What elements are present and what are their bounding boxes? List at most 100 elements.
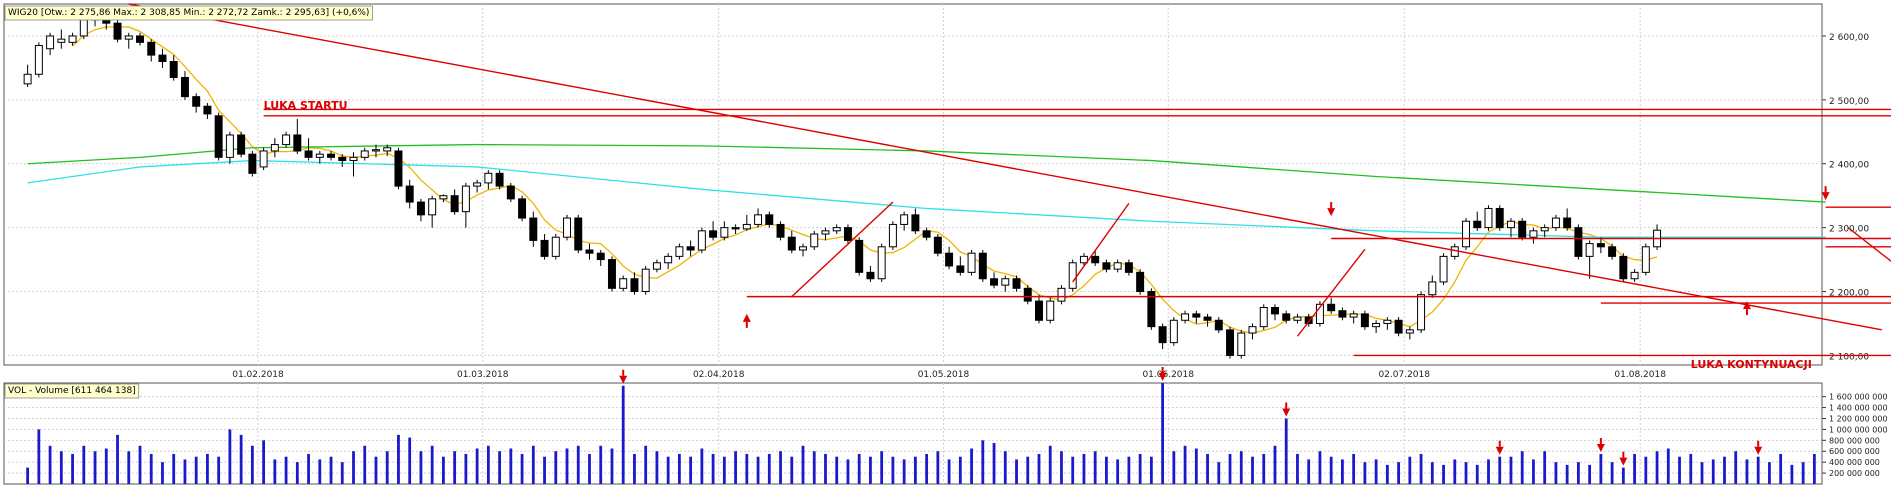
candle — [731, 224, 740, 235]
date-tick-label: 01.05.2018 — [918, 370, 970, 380]
candle-body — [1248, 326, 1257, 334]
candle-body — [1529, 230, 1538, 238]
volume-bar — [1790, 464, 1794, 484]
candle-body — [574, 217, 583, 251]
candle — [1596, 237, 1605, 254]
volume-bar — [1588, 464, 1592, 484]
candle-body — [136, 35, 144, 43]
candle — [563, 214, 572, 241]
candle-body — [1574, 227, 1583, 257]
candle — [214, 112, 223, 161]
candle-body — [551, 236, 560, 257]
candle-body — [147, 41, 156, 56]
price-tick-label: 2 300,00 — [1829, 225, 1869, 235]
annotation-label: LUKA STARTU — [264, 99, 348, 112]
volume-bar — [1475, 464, 1479, 484]
volume-bar — [1644, 456, 1648, 484]
candles — [23, 7, 1662, 359]
volume-bar — [565, 448, 569, 484]
candle — [57, 29, 66, 49]
candle — [461, 182, 470, 228]
volume-bar — [1127, 456, 1131, 484]
volume-bar — [790, 456, 794, 484]
down-arrow-icon — [1327, 208, 1336, 217]
candle-body — [956, 265, 965, 273]
candle — [832, 224, 841, 235]
volume-bar — [1329, 456, 1333, 484]
volume-bar — [1464, 462, 1468, 484]
volume-bar — [891, 456, 895, 484]
instrument-label-text: WIG20 [Otw.: 2 275,86 Max.: 2 308,85 Min… — [8, 8, 369, 18]
candle — [1439, 253, 1448, 286]
annotation-line — [1072, 202, 1130, 283]
candle-body — [371, 149, 380, 152]
candle-body — [293, 134, 302, 152]
volume-bar — [1138, 453, 1142, 484]
candle — [1383, 317, 1392, 330]
volume-bar — [857, 453, 861, 484]
candle-body — [990, 278, 999, 286]
candle-body — [1270, 306, 1279, 315]
candle — [46, 32, 55, 56]
volume-bar — [352, 451, 355, 484]
candle-body — [1147, 291, 1156, 328]
volume-bar — [779, 451, 782, 484]
candle-body — [169, 61, 178, 78]
candle — [1473, 211, 1482, 231]
candle-body — [225, 134, 234, 158]
volume-title: VOL - Volume [611 464 138] — [4, 383, 140, 399]
volume-bar — [531, 445, 535, 484]
candle-body — [1551, 217, 1560, 229]
candle — [799, 243, 807, 257]
candle — [1035, 294, 1043, 324]
volume-bar — [1565, 464, 1569, 484]
candle-body — [68, 35, 77, 43]
annotations: LUKA STARTU LUKA KONTYNUACJI — [128, 3, 1891, 371]
candle-body — [1585, 243, 1594, 257]
volume-bar — [104, 448, 108, 484]
volume-bar — [1183, 445, 1187, 484]
candle — [34, 42, 43, 78]
volume-bar — [385, 451, 389, 484]
volume-bar — [1779, 453, 1783, 484]
candle-body — [697, 230, 706, 251]
candle — [607, 256, 616, 292]
candle — [978, 249, 987, 282]
volume-bar — [475, 448, 479, 484]
candle — [1282, 310, 1291, 324]
volume-bar — [1442, 464, 1445, 484]
volume-bar — [464, 453, 468, 484]
candle — [237, 131, 246, 158]
up-arrow-icon — [742, 313, 751, 322]
candle-body — [473, 182, 482, 187]
candle — [405, 179, 414, 209]
candle — [327, 150, 336, 161]
volume-bar — [1296, 453, 1299, 484]
candle-body — [518, 198, 527, 219]
candle-body — [46, 35, 55, 50]
candle — [1259, 304, 1268, 330]
volume-bar — [71, 453, 74, 484]
candle — [1641, 243, 1650, 276]
candle — [1147, 288, 1156, 330]
candle — [113, 16, 122, 43]
volume-down-arrow-icon — [1495, 446, 1504, 455]
volume-bar — [1105, 456, 1108, 484]
candle — [585, 243, 594, 260]
candle-body — [1293, 316, 1302, 321]
candle-body — [1057, 287, 1066, 302]
volume-bar — [228, 429, 232, 484]
volume-bar — [318, 459, 322, 484]
candle-body — [821, 230, 830, 235]
volume-tick-label: 1 400 000 000 — [1829, 404, 1888, 413]
volume-bar — [1217, 462, 1221, 484]
candle — [439, 194, 448, 203]
candle-body — [1372, 322, 1381, 328]
candle-body — [754, 214, 763, 225]
candle-body — [720, 227, 729, 238]
candle-body — [855, 239, 864, 273]
volume-bar — [677, 453, 681, 484]
volume-bar — [329, 456, 333, 484]
candle-body — [484, 172, 493, 184]
